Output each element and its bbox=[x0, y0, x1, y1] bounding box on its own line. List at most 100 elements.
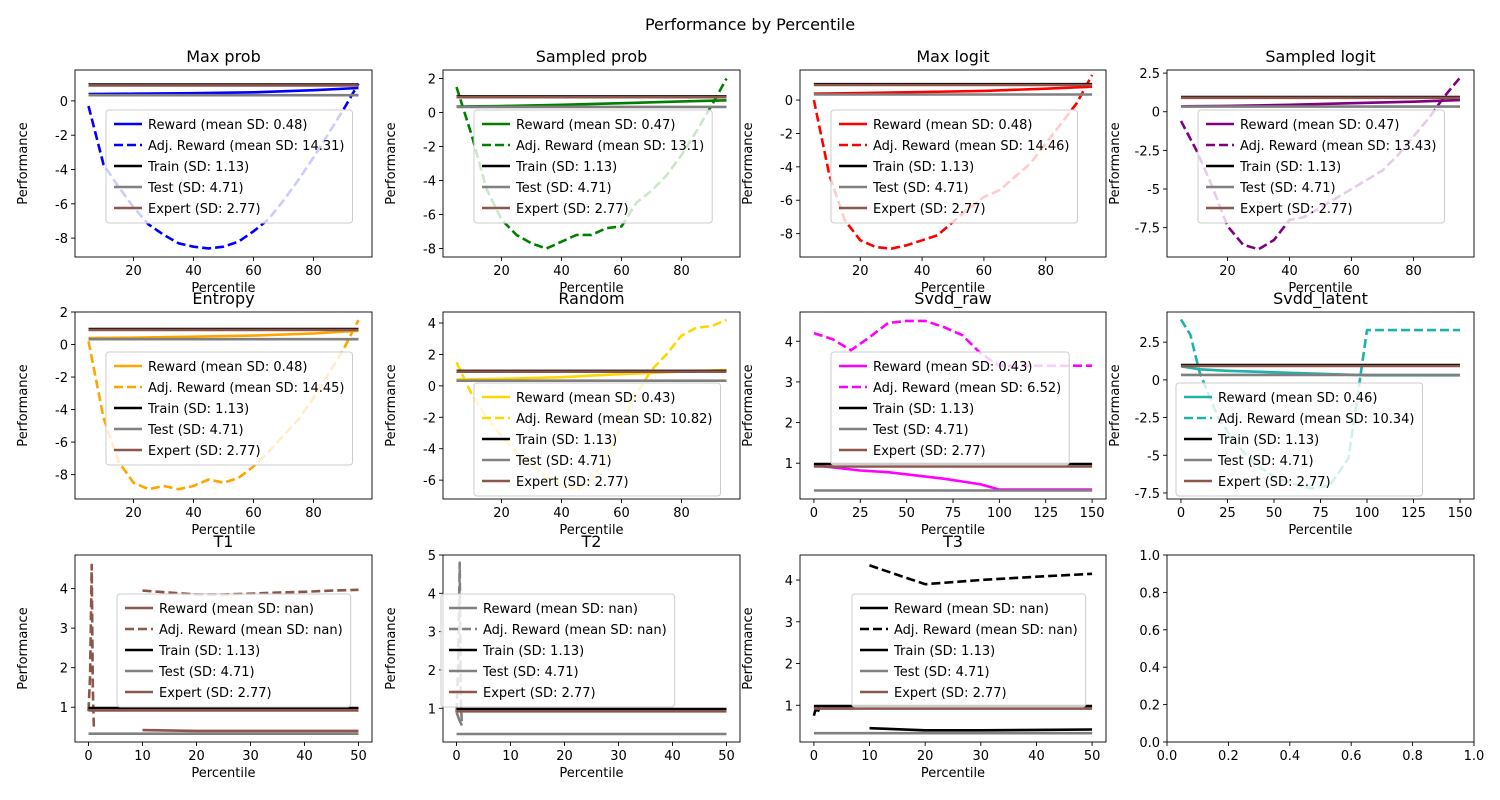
y-tick-label: -2 bbox=[55, 371, 68, 386]
y-tick-label: -4 bbox=[55, 404, 68, 419]
x-tick-label: 0.2 bbox=[1218, 749, 1239, 764]
subplot-sampled-logit: 20 40 60 80 -7.5 -5 -2.5 0 2.5 Sampled logit Perce… bbox=[1108, 47, 1475, 296]
y-tick-label: -5 bbox=[1147, 183, 1160, 198]
x-tick-label: 20 bbox=[556, 749, 573, 764]
legend-label: Expert (SD: 2.77) bbox=[1240, 202, 1353, 217]
subplot-max-logit: 20 40 60 80 -8 -6 -4 -2 0 Max logit Percentile Perf… bbox=[741, 47, 1107, 296]
subplot-title: T1 bbox=[213, 532, 234, 551]
axes-frame bbox=[74, 554, 373, 743]
x-tick-label: 60 bbox=[613, 264, 630, 279]
y-tick-label: -7.5 bbox=[1135, 222, 1160, 237]
x-tick-label: 0.4 bbox=[1279, 749, 1300, 764]
subplot-title: Svdd_latent bbox=[1273, 289, 1368, 309]
y-tick-label: 2 bbox=[428, 348, 436, 363]
y-axis-label: Performance bbox=[384, 607, 399, 689]
legend-label: Train (SD: 1.13) bbox=[872, 402, 974, 417]
y-tick-label: -4 bbox=[423, 175, 436, 190]
y-tick-label: -4 bbox=[423, 443, 436, 458]
subplot-title: Svdd_raw bbox=[914, 289, 991, 309]
y-tick-label: 3 bbox=[428, 626, 436, 641]
legend-label: Expert (SD: 2.77) bbox=[148, 444, 261, 459]
legend: Reward (mean SD: 0.43) Adj. Reward (mean … bbox=[830, 351, 1070, 466]
x-tick-label: 125 bbox=[1401, 506, 1426, 521]
x-axis-label: Percentile bbox=[1288, 281, 1352, 296]
y-tick-label: 2 bbox=[785, 417, 793, 432]
x-tick-label: 75 bbox=[1312, 506, 1329, 521]
x-tick-label: 50 bbox=[350, 749, 367, 764]
legend-label: Train (SD: 1.13) bbox=[147, 402, 249, 417]
y-tick-label: -5 bbox=[1147, 449, 1160, 464]
x-tick-label: 60 bbox=[245, 264, 262, 279]
legend-label: Expert (SD: 2.77) bbox=[873, 202, 986, 217]
y-tick-label: 2 bbox=[428, 664, 436, 679]
x-tick-label: 25 bbox=[852, 506, 869, 521]
legend-label: Reward (mean SD: nan) bbox=[894, 602, 1049, 617]
x-axis-label: Percentile bbox=[921, 766, 985, 781]
x-tick-label: 0 bbox=[84, 749, 92, 764]
y-tick-label: -8 bbox=[780, 228, 793, 243]
y-tick-label: 4 bbox=[785, 335, 793, 350]
y-tick-label: -4 bbox=[55, 164, 68, 179]
x-axis-label: Percentile bbox=[1288, 523, 1352, 538]
legend-label: Adj. Reward (mean SD: 6.52) bbox=[873, 381, 1061, 396]
y-tick-label: 0 bbox=[60, 95, 68, 110]
subplot-title: T2 bbox=[581, 532, 602, 551]
y-tick-label: 2 bbox=[428, 73, 436, 88]
x-tick-label: 1.0 bbox=[1464, 749, 1485, 764]
subplot-t2: 0 10 20 30 40 50 1 2 3 4 5 T2 Percentile Performance R… bbox=[384, 532, 741, 781]
series-group bbox=[812, 74, 1094, 250]
legend-box bbox=[440, 593, 676, 708]
legend-box bbox=[851, 593, 1087, 708]
x-axis-label: Percentile bbox=[191, 281, 255, 296]
x-tick-label: 100 bbox=[1355, 506, 1380, 521]
legend: Reward (mean SD: 0.48) Adj. Reward (mean … bbox=[105, 109, 353, 224]
x-tick-label: 10 bbox=[502, 749, 519, 764]
x-tick-label: 20 bbox=[493, 264, 510, 279]
y-tick-label: 0.8 bbox=[1139, 586, 1160, 601]
legend-label: Adj. Reward (mean SD: 14.45) bbox=[148, 381, 344, 396]
axes-frame bbox=[799, 69, 1107, 258]
legend: Reward (mean SD: nan) Adj. Reward (mean S… bbox=[851, 593, 1087, 708]
subplot-sampled-prob: 20 40 60 80 -8 -6 -4 -2 0 2 Sampled prob Percentile… bbox=[384, 47, 741, 296]
series-group bbox=[455, 318, 727, 491]
y-tick-label: -2.5 bbox=[1135, 412, 1160, 427]
legend-label: Train (SD: 1.13) bbox=[515, 433, 617, 448]
legend-label: Expert (SD: 2.77) bbox=[894, 686, 1007, 701]
y-tick-label: -6 bbox=[55, 436, 68, 451]
x-tick-label: 10 bbox=[861, 749, 878, 764]
x-tick-label: 20 bbox=[125, 506, 142, 521]
legend-label: Expert (SD: 2.77) bbox=[516, 475, 629, 490]
x-tick-label: 100 bbox=[987, 506, 1012, 521]
legend-label: Train (SD: 1.13) bbox=[158, 644, 260, 659]
y-tick-label: -6 bbox=[780, 194, 793, 209]
y-tick-label: 1.0 bbox=[1139, 549, 1160, 564]
legend-label: Test (SD: 4.71) bbox=[1239, 181, 1336, 196]
legend-box bbox=[473, 382, 721, 497]
y-tick-label: -2.5 bbox=[1135, 144, 1160, 159]
series-line-reward-mean-sd-0-48 bbox=[88, 329, 359, 340]
x-axis-label: Percentile bbox=[191, 523, 255, 538]
y-tick-label: -6 bbox=[55, 198, 68, 213]
y-tick-label: 2 bbox=[60, 662, 68, 677]
axes-frame bbox=[442, 69, 741, 258]
y-axis-label: Performance bbox=[741, 607, 756, 689]
legend-label: Test (SD: 4.71) bbox=[482, 665, 579, 680]
legend-box bbox=[105, 351, 353, 466]
y-tick-label: 3 bbox=[60, 622, 68, 637]
x-tick-label: 0 bbox=[452, 749, 460, 764]
series-line-adj-reward-mean-sd-nan bbox=[869, 564, 1093, 586]
legend-label: Reward (mean SD: 0.48) bbox=[148, 118, 307, 133]
x-axis-label: Percentile bbox=[559, 281, 623, 296]
y-tick-label: 1 bbox=[60, 701, 68, 716]
x-tick-label: 0 bbox=[1177, 506, 1185, 521]
y-tick-label: -8 bbox=[423, 243, 436, 258]
y-tick-label: -4 bbox=[780, 161, 793, 176]
y-tick-label: 0 bbox=[1152, 106, 1160, 121]
subplot-t3: 0 10 20 30 40 50 1 2 3 4 T3 Percentile Performance Re… bbox=[741, 532, 1107, 781]
x-tick-label: 25 bbox=[1219, 506, 1236, 521]
x-tick-label: 150 bbox=[1080, 506, 1105, 521]
y-tick-label: -8 bbox=[55, 232, 68, 247]
x-tick-label: 50 bbox=[1266, 506, 1283, 521]
y-tick-label: -8 bbox=[55, 469, 68, 484]
x-tick-label: 20 bbox=[493, 506, 510, 521]
